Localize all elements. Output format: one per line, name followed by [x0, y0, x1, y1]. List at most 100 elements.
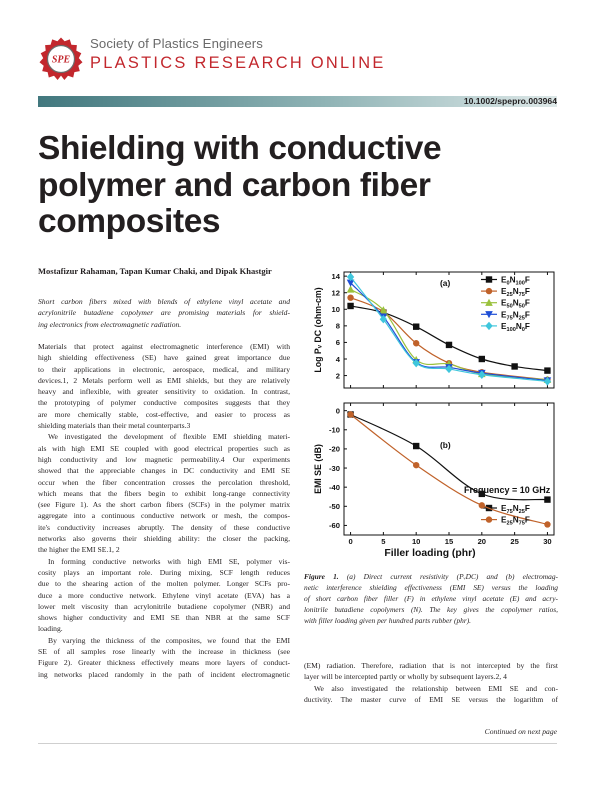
caption-label: Figure 1.: [304, 572, 339, 581]
y-tick-label: -40: [329, 483, 340, 492]
text-line: (EM) radiation. Therefore, radiation tha…: [304, 661, 558, 670]
data-point: [379, 315, 388, 324]
data-point: [412, 323, 420, 330]
data-point: [346, 285, 355, 293]
data-point: [445, 364, 453, 374]
text-line: loading.: [38, 624, 63, 634]
y-tick-label: -20: [329, 445, 340, 454]
x-tick-label: 5: [381, 537, 386, 546]
text-line: Short carbon fibers mixed with blends of…: [38, 297, 290, 306]
text-line: to their applications in electronic, aer…: [38, 364, 290, 374]
data-point: [412, 461, 420, 469]
text-line: high shielding effectiveness (SE) have g…: [38, 353, 290, 363]
authors: Mostafizur Rahaman, Tapan Kumar Chaki, a…: [38, 266, 272, 276]
chart-annotation: Frequency = 10 GHz: [464, 485, 551, 495]
series-line: [350, 288, 548, 381]
text-line: devices.1, 2 Metals perform well as EMI …: [38, 375, 290, 385]
caption-line: netic interference shielding effectivene…: [304, 583, 558, 593]
x-tick-label: 30: [543, 537, 551, 546]
doi-label[interactable]: 10.1002/spepro.003964: [463, 96, 557, 106]
y-axis-label: Log Pᵥ DC (ohm-cm): [313, 287, 323, 372]
data-point: [478, 370, 486, 379]
text-line: occur when the fiber concentration cross…: [38, 477, 290, 487]
data-point: [379, 306, 388, 314]
y-tick-label: 14: [332, 272, 341, 281]
text-line: lower melt viscosity than acrylonitrile …: [38, 601, 290, 611]
y-tick-label: -30: [329, 464, 340, 473]
society-name: Society of Plastics Engineers: [90, 36, 263, 51]
legend-marker: [485, 321, 493, 331]
text-line: (see Figure 1). As the short carbon fibe…: [38, 500, 290, 510]
text-line: acrylonitrile butadiene copolymer are pr…: [38, 308, 290, 318]
continued-note[interactable]: Continued on next page: [484, 727, 557, 736]
x-axis-label: Filler loading (phr): [384, 548, 475, 559]
y-tick-label: 2: [336, 371, 340, 380]
title-line: polymer and carbon fiber: [38, 166, 431, 204]
text-line: heavy and inflexible, with greater sensi…: [38, 387, 290, 397]
y-tick-label: -10: [329, 426, 340, 435]
y-tick-label: 0: [336, 406, 340, 415]
legend-marker: [485, 287, 493, 295]
article-title: Shielding with conductive polymer and ca…: [38, 130, 442, 241]
text-line: ite's conductivity increases abruptly. T…: [38, 522, 290, 532]
legend-marker: [485, 311, 493, 319]
data-point: [544, 496, 551, 503]
legend-marker: [485, 276, 493, 283]
data-point: [544, 367, 551, 374]
legend-label: E0N100F: [501, 276, 530, 287]
caption-line: lonitrile butadiene copolymers (N). The …: [304, 605, 558, 615]
data-point: [347, 294, 354, 301]
text-line: layer will be intercepted partly or whol…: [304, 672, 507, 682]
x-tick-label: 25: [510, 537, 519, 546]
text-line: are more chemically stable, cost-effecti…: [38, 409, 290, 419]
series-line: [350, 276, 548, 382]
caption-line: Figure 1. (a) Direct current resistivity…: [304, 572, 558, 581]
series-line: [350, 413, 548, 501]
text-line: Materials that protect against electroma…: [38, 342, 290, 351]
data-point: [347, 302, 354, 310]
title-line: composites: [38, 203, 221, 240]
y-tick-label: 4: [336, 355, 341, 364]
text-line: networks also governs their shielding ab…: [38, 534, 290, 544]
text-line: shielding materials than their metal cou…: [38, 421, 191, 431]
legend-marker: [485, 298, 493, 306]
data-point: [478, 502, 486, 509]
data-point: [445, 341, 453, 349]
text-line: duce a more conductive network. Ethylene…: [38, 590, 290, 600]
legend-label: E25N75F: [501, 516, 530, 527]
x-tick-label: 20: [478, 537, 486, 546]
text-line: Figure 2). Greater thickness effectively…: [38, 658, 290, 668]
text-line: which means that the fibers begin to exh…: [38, 488, 290, 498]
y-tick-label: -60: [329, 521, 340, 530]
y-tick-label: 8: [336, 322, 340, 331]
data-point: [511, 363, 518, 370]
data-point: [346, 272, 355, 282]
title-line: Shielding with conductive: [38, 130, 442, 167]
data-point: [412, 442, 420, 450]
y-tick-label: 10: [332, 305, 340, 314]
body-right: (EM) radiation. Therefore, radiation tha…: [304, 660, 558, 705]
panel-a: 14 12 10 8 6 4 2 Log Pᵥ DC (ohm-cm) (a) E0N100FE2…: [313, 271, 555, 389]
data-point: [347, 411, 354, 418]
text-line: ductivity. The master curve of EMI SE ve…: [304, 694, 558, 704]
plot-frame: [343, 402, 555, 536]
legend-label: E25N75F: [501, 287, 530, 298]
text-line: als with high EMI SE coupled with good e…: [38, 443, 290, 453]
legend-label: E50N50F: [501, 299, 530, 310]
x-tick-label: 15: [445, 537, 454, 546]
svg-text:SPE: SPE: [52, 55, 71, 66]
y-tick-label: 12: [332, 289, 340, 298]
series-line: [350, 414, 548, 526]
text-line: high conductivity and low magnetic perme…: [38, 454, 290, 464]
text-line: By varying the thickness of the composit…: [48, 635, 290, 645]
text-line: due to the shearing action of the molten…: [38, 579, 290, 589]
text-line: shows higher conductivity and EMI SE tha…: [38, 613, 290, 623]
y-tick-label: -50: [329, 502, 340, 511]
text-line: ing electronics from electromagnetic rad…: [38, 319, 182, 329]
caption-line: with filler loading given per hundred pa…: [304, 616, 472, 626]
legend-label: E75N25F: [501, 504, 530, 515]
data-point: [412, 358, 420, 368]
panel-label: (b): [440, 440, 451, 450]
panel-b: -60 -50 -40 -30 -20 -10 0 0 5 10 15 20 25 30 EMI SE (d…: [313, 402, 555, 559]
